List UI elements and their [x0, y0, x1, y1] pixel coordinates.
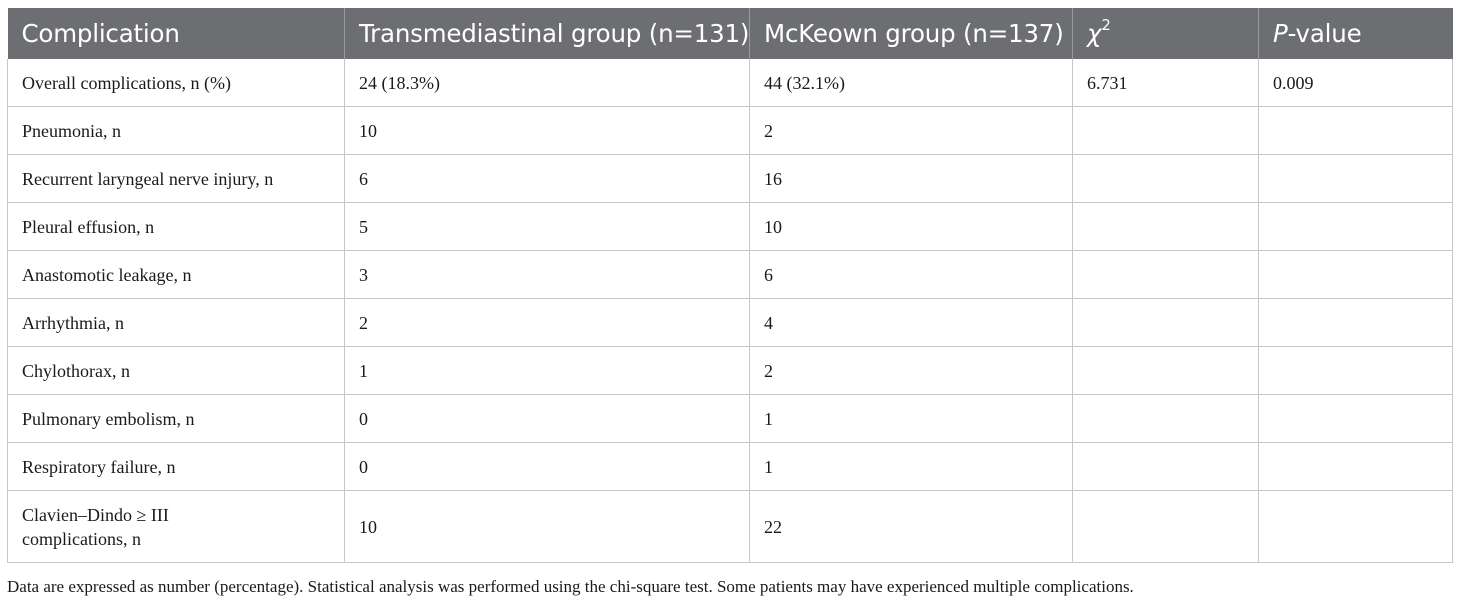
cell-complication: Recurrent laryngeal nerve injury, n	[7, 154, 345, 203]
cell-transmediastinal: 10	[344, 490, 750, 563]
cell-chi-square	[1072, 154, 1259, 203]
cell-chi-square	[1072, 490, 1259, 563]
cell-p-value	[1258, 106, 1453, 155]
cell-complication: Pleural effusion, n	[7, 202, 345, 251]
table-row: Respiratory failure, n 0 1	[7, 442, 1453, 491]
cell-mckeown: 2	[749, 346, 1073, 395]
complications-table-container: Complication Transmediastinal group (n=1…	[7, 8, 1453, 563]
cell-complication: Arrhythmia, n	[7, 298, 345, 347]
cell-transmediastinal: 1	[344, 346, 750, 395]
table-row: Pneumonia, n 10 2	[7, 106, 1453, 155]
cell-chi-square	[1072, 106, 1259, 155]
cell-transmediastinal: 6	[344, 154, 750, 203]
cell-p-value	[1258, 202, 1453, 251]
table-row: Clavien–Dindo ≥ III complications, n 10 …	[7, 490, 1453, 563]
header-complication: Complication	[21, 19, 180, 48]
cell-transmediastinal: 2	[344, 298, 750, 347]
cell-mckeown: 22	[749, 490, 1073, 563]
cell-chi-square	[1072, 442, 1259, 491]
cell-chi-square	[1072, 346, 1259, 395]
cell-transmediastinal: 24 (18.3%)	[344, 59, 750, 107]
cell-transmediastinal: 10	[344, 106, 750, 155]
cell-chi-square: 6.731	[1072, 59, 1259, 107]
cell-transmediastinal: 0	[344, 394, 750, 443]
cell-p-value	[1258, 298, 1453, 347]
cell-p-value	[1258, 346, 1453, 395]
cell-transmediastinal: 0	[344, 442, 750, 491]
cell-mckeown: 10	[749, 202, 1073, 251]
cell-complication: Pneumonia, n	[7, 106, 345, 155]
cell-transmediastinal: 5	[344, 202, 750, 251]
cell-chi-square	[1072, 298, 1259, 347]
cell-mckeown: 44 (32.1%)	[749, 59, 1073, 107]
cell-complication: Overall complications, n (%)	[7, 59, 345, 107]
cell-mckeown: 1	[749, 442, 1073, 491]
complications-table: Complication Transmediastinal group (n=1…	[7, 8, 1453, 563]
table-row: Pleural effusion, n 5 10	[7, 202, 1453, 251]
cell-mckeown: 4	[749, 298, 1073, 347]
cell-chi-square	[1072, 250, 1259, 299]
cell-p-value	[1258, 394, 1453, 443]
cell-transmediastinal: 3	[344, 250, 750, 299]
cell-mckeown: 6	[749, 250, 1073, 299]
cell-mckeown: 1	[749, 394, 1073, 443]
cell-chi-square	[1072, 202, 1259, 251]
table-row: Recurrent laryngeal nerve injury, n 6 16	[7, 154, 1453, 203]
cell-complication: Chylothorax, n	[7, 346, 345, 395]
cell-mckeown: 2	[749, 106, 1073, 155]
cell-p-value	[1258, 250, 1453, 299]
header-transmediastinal-group: Transmediastinal group (n=131)	[344, 8, 750, 59]
cell-mckeown: 16	[749, 154, 1073, 203]
table-footnote: Data are expressed as number (percentage…	[7, 577, 1134, 596]
cell-complication: Anastomotic leakage, n	[7, 250, 345, 299]
table-row: Chylothorax, n 1 2	[7, 346, 1453, 395]
cell-complication: Respiratory failure, n	[7, 442, 345, 491]
table-row: Overall complications, n (%) 24 (18.3%) …	[7, 59, 1453, 107]
cell-p-value: 0.009	[1258, 59, 1453, 107]
header-mckeown-group: McKeown group (n=137)	[749, 8, 1073, 59]
table-row: Arrhythmia, n 2 4	[7, 298, 1453, 347]
table-header-row: Complication Transmediastinal group (n=1…	[7, 8, 1453, 59]
cell-p-value	[1258, 154, 1453, 203]
table-row: Pulmonary embolism, n 0 1	[7, 394, 1453, 443]
cell-complication: Pulmonary embolism, n	[7, 394, 345, 443]
cell-p-value	[1258, 442, 1453, 491]
cell-chi-square	[1072, 394, 1259, 443]
cell-p-value	[1258, 490, 1453, 563]
table-row: Anastomotic leakage, n 3 6	[7, 250, 1453, 299]
header-p-value: P-value	[1258, 8, 1453, 59]
cell-complication: Clavien–Dindo ≥ III complications, n	[7, 490, 345, 563]
header-chi-square: χ2	[1072, 8, 1259, 59]
